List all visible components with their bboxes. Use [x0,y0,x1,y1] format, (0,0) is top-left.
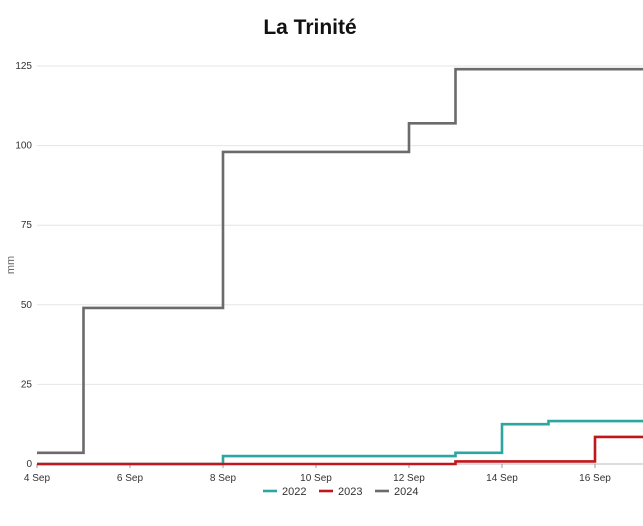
y-tick-label: 75 [21,220,33,231]
y-tick-label: 50 [21,300,33,311]
x-tick-label: 6 Sep [117,473,144,484]
y-tick-label: 100 [15,141,32,152]
legend-label: 2022 [282,486,306,498]
y-tick-label: 0 [26,459,32,470]
series-line-2024 [37,67,643,455]
legend-label: 2023 [338,486,362,498]
chart-title: La Trinité [263,16,357,39]
series-line-2023 [37,435,643,466]
x-tick-label: 4 Sep [24,473,51,484]
x-tick-label: 16 Sep [579,473,611,484]
legend-label: 2024 [394,486,418,498]
y-tick-label: 125 [15,61,32,72]
y-axis-label: mm [5,256,17,274]
x-tick-label: 12 Sep [393,473,425,484]
x-tick-label: 10 Sep [300,473,332,484]
series-line-2022 [37,419,643,466]
x-tick-label: 14 Sep [486,473,518,484]
y-tick-label: 25 [21,379,33,390]
x-tick-label: 8 Sep [210,473,237,484]
